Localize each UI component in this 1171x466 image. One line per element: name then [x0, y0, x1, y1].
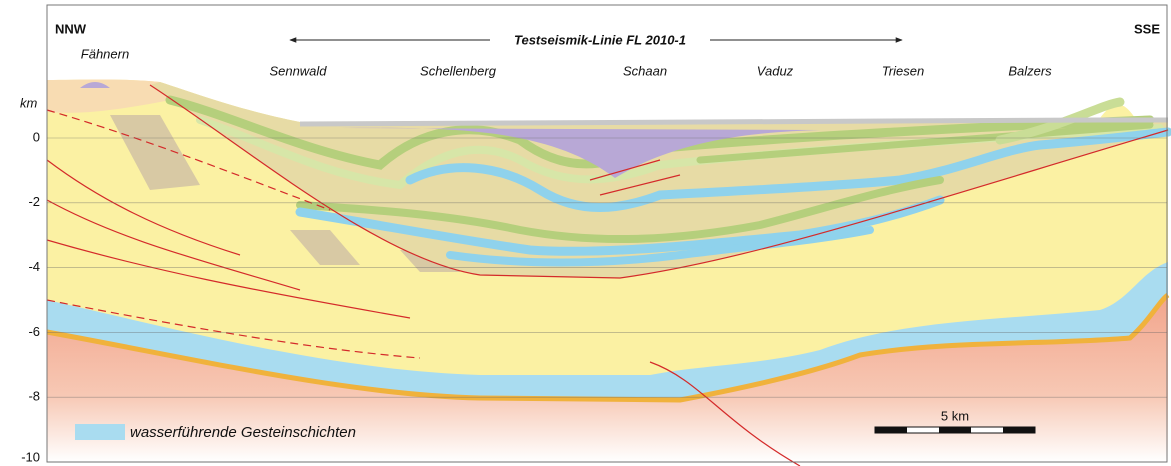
place-label: Triesen [882, 63, 924, 78]
y-tick-label: 0 [33, 129, 40, 144]
cross-section: NNW SSE Testseismik-Linie FL 2010-1 km w… [0, 0, 1171, 466]
scale-bar [875, 427, 1035, 433]
y-tick-label: -4 [28, 259, 40, 274]
axis-unit: km [20, 95, 38, 110]
section-title: Testseismik-Linie FL 2010-1 [514, 32, 686, 47]
geology [47, 80, 1168, 466]
place-label: Balzers [1008, 63, 1052, 78]
place-label: Vaduz [757, 63, 794, 78]
place-label: Sennwald [269, 63, 327, 78]
y-tick-label: -2 [28, 194, 40, 209]
place-label: Schaan [623, 63, 667, 78]
y-tick-label: -10 [21, 449, 40, 464]
y-tick-label: -6 [28, 324, 40, 339]
legend-label: wasserführende Gesteinschichten [130, 424, 356, 441]
direction-right: SSE [1134, 21, 1160, 36]
scale-label: 5 km [941, 408, 969, 423]
place-label: Schellenberg [420, 63, 497, 78]
direction-left: NNW [55, 21, 87, 36]
place-label: Fähnern [81, 46, 129, 61]
legend-swatch [75, 424, 125, 440]
y-tick-label: -8 [28, 389, 40, 404]
